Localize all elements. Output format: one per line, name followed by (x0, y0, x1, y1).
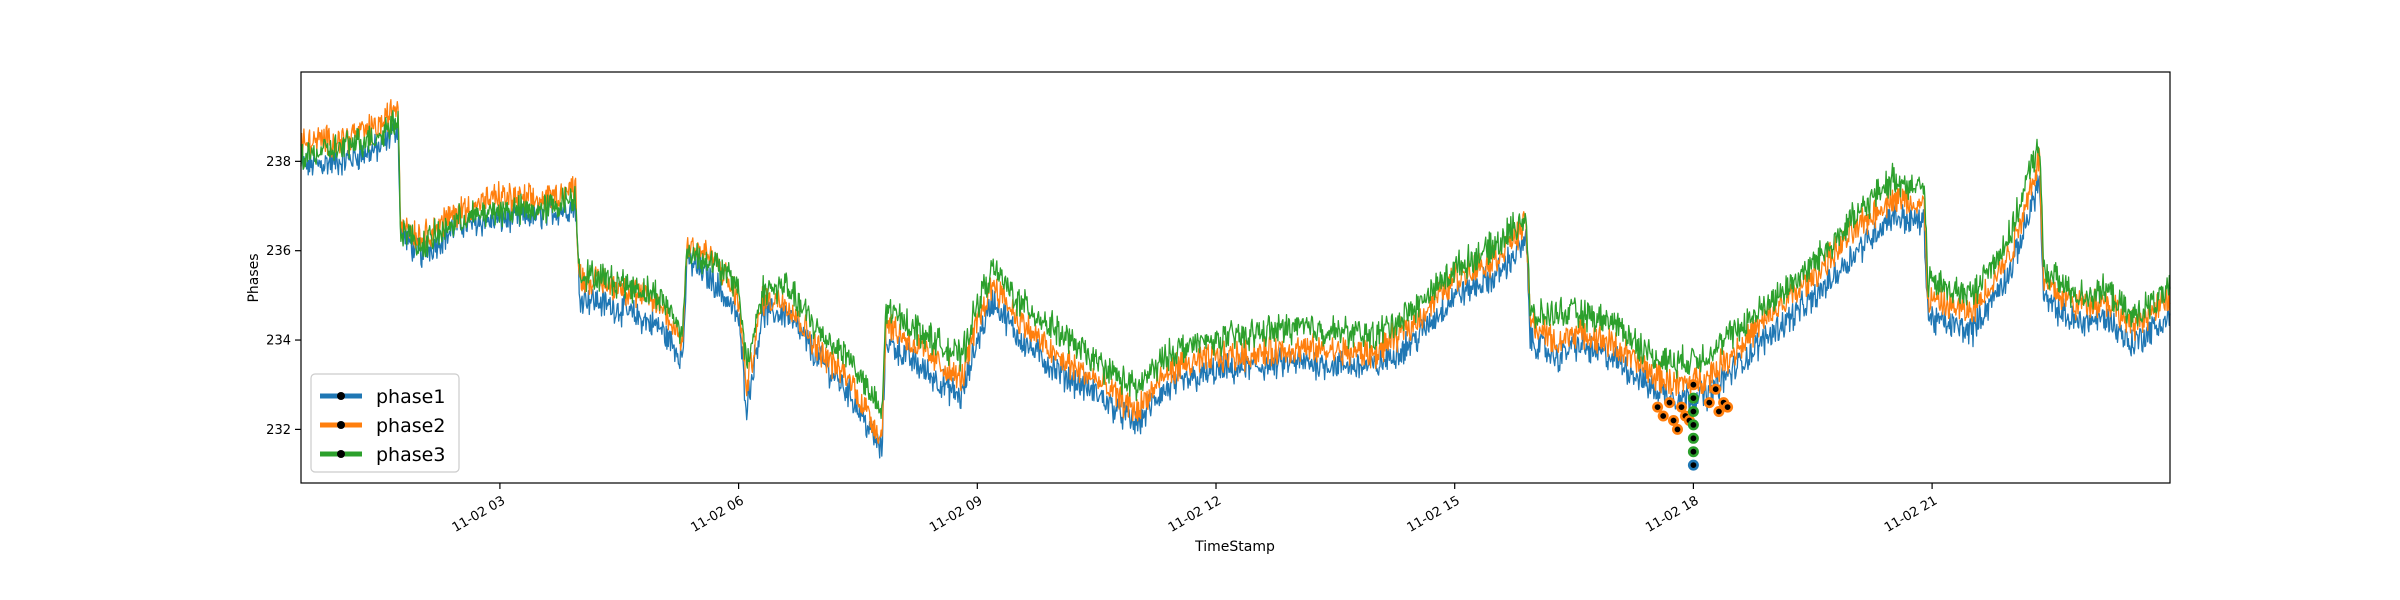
anomaly-marker (1687, 392, 1699, 404)
anomaly-marker (1713, 405, 1725, 417)
legend-marker-phase3 (337, 450, 345, 458)
anomaly-marker (1687, 446, 1699, 458)
anomaly-marker (1664, 397, 1676, 409)
legend-label-phase1: phase1 (376, 386, 445, 408)
series-layer (300, 98, 2171, 459)
anomaly-marker (1687, 379, 1699, 391)
plot-area (300, 71, 2171, 484)
anomaly-marker (1722, 401, 1734, 413)
y-tick-label: 238 (266, 155, 291, 170)
anomaly-marker (1652, 401, 1664, 413)
y-tick-label: 236 (266, 244, 291, 259)
anomaly-marker (1668, 414, 1680, 426)
y-axis: 232 234 236 238 (266, 155, 301, 438)
y-tick-label: 234 (266, 334, 291, 349)
anomaly-marker (1672, 423, 1684, 435)
anomaly-marker (1687, 432, 1699, 444)
y-axis-label: Phases (246, 253, 262, 302)
marker-layer (1652, 379, 1734, 471)
legend-marker-phase1 (337, 392, 345, 400)
legend-marker-phase2 (337, 421, 345, 429)
y-tick-label: 232 (266, 423, 291, 438)
anomaly-marker (1676, 401, 1688, 413)
x-axis-label: TimeStamp (1194, 539, 1275, 555)
anomaly-marker (1687, 405, 1699, 417)
axes-frame (300, 71, 2171, 484)
series-line-phase1 (300, 117, 2171, 459)
anomaly-marker (1687, 419, 1699, 431)
anomaly-marker (1657, 410, 1669, 422)
legend-label-phase3: phase3 (376, 444, 445, 466)
legend-label-phase2: phase2 (376, 415, 445, 437)
anomaly-marker (1710, 383, 1722, 395)
series-line-phase3 (300, 109, 2171, 420)
legend: phase1 phase2 phase3 (310, 373, 460, 473)
anomaly-marker (1687, 459, 1699, 471)
anomaly-marker (1703, 397, 1715, 409)
